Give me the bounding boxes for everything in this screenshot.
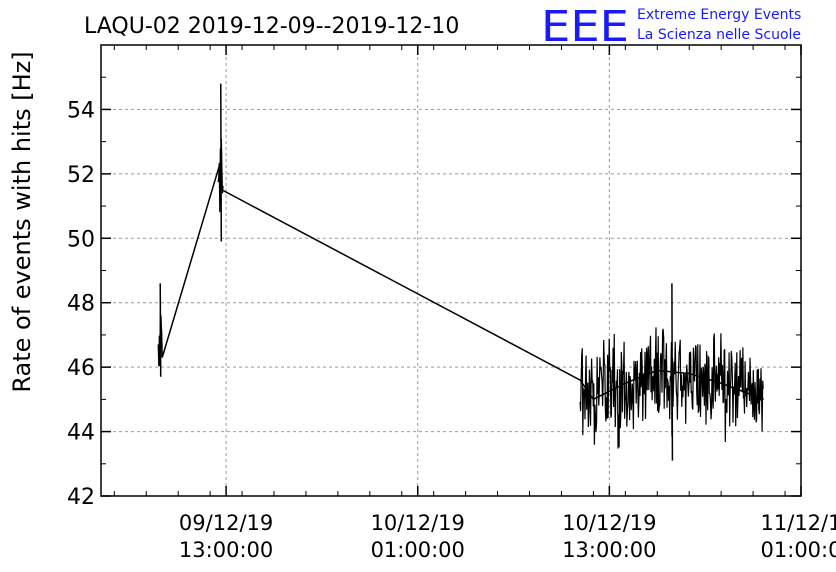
logo-mark: EEE xyxy=(541,2,629,52)
y-tick-label: 42 xyxy=(67,485,95,510)
logo-line-2: La Scienza nelle Scuole xyxy=(637,27,801,43)
x-tick-label-time: 01:00:00 xyxy=(371,538,465,562)
y-tick-label: 44 xyxy=(67,421,95,446)
data-series xyxy=(157,83,765,461)
x-tick-label-date: 11/12/1 xyxy=(761,511,836,535)
chart-title: LAQU-02 2019-12-09--2019-12-10 xyxy=(84,14,459,39)
series-noise-band xyxy=(217,138,224,213)
series-noise-band xyxy=(157,312,163,367)
y-tick-label: 48 xyxy=(67,292,95,317)
x-tick-label-time: 13:00:00 xyxy=(179,538,273,562)
plot-frame xyxy=(100,44,802,497)
series-noise-band xyxy=(579,327,764,449)
y-tick-label: 50 xyxy=(67,227,95,252)
x-tick-label-date: 10/12/19 xyxy=(562,511,656,535)
ticks: 42 44 46 48 50 52 54 09/12/19 13:00:00 10/12/19 01… xyxy=(67,45,836,562)
y-axis-label: Rate of events with hits [Hz] xyxy=(8,51,36,392)
x-tick-label-date: 09/12/19 xyxy=(179,511,273,535)
x-tick-label-time: 13:00:00 xyxy=(562,538,656,562)
y-tick-label: 52 xyxy=(67,163,95,188)
eee-logo: EEE Extreme Energy Events La Scienza nel… xyxy=(541,2,801,52)
grid xyxy=(101,45,801,496)
y-tick-label: 46 xyxy=(67,356,95,381)
logo-line-1: Extreme Energy Events xyxy=(637,7,801,23)
x-tick-label-date: 10/12/19 xyxy=(371,511,465,535)
y-tick-label: 54 xyxy=(67,98,95,123)
x-tick-label-time: 01:00:0 xyxy=(761,538,836,562)
